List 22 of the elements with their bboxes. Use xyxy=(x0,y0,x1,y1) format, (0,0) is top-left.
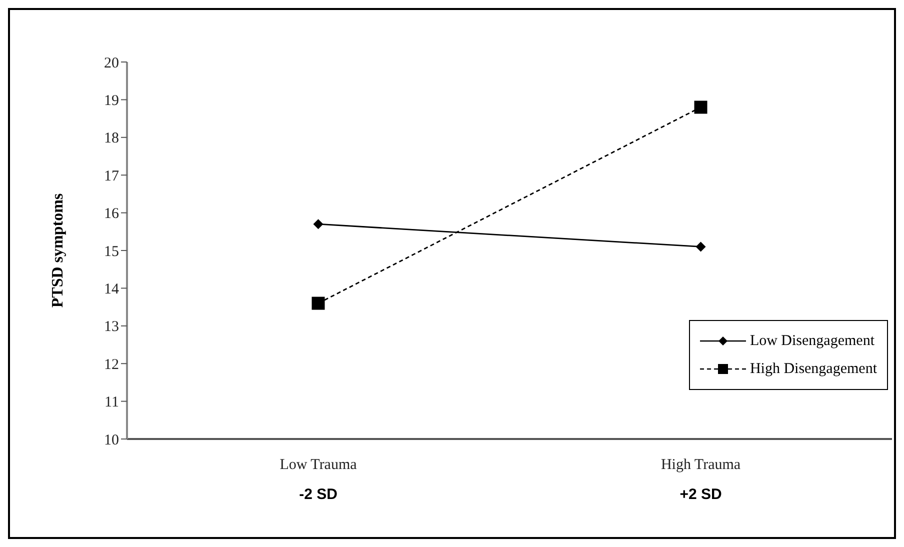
legend-label: Low Disengagement xyxy=(750,332,874,350)
legend-label: High Disengagement xyxy=(750,360,877,378)
text: -2 SD xyxy=(299,486,338,503)
x-tick-label: Low Trauma xyxy=(280,457,358,473)
y-tick-label: 14 xyxy=(104,282,120,298)
point xyxy=(694,100,708,114)
text: +2 SD xyxy=(680,486,722,503)
y-tick-label: 11 xyxy=(104,394,119,411)
y-tick-label: 18 xyxy=(104,130,119,147)
y-tick-label: 16 xyxy=(104,206,120,222)
point xyxy=(313,219,324,230)
y-tick-label: 10 xyxy=(104,432,119,448)
point xyxy=(696,242,706,252)
y-axis-title: PTSD symptoms xyxy=(50,193,67,308)
y-tick-label: 20 xyxy=(104,55,119,72)
y-tick-label: 17 xyxy=(104,168,120,184)
x-tick-label: High Trauma xyxy=(660,457,741,473)
point xyxy=(312,296,325,310)
y-tick-label: 12 xyxy=(104,356,119,373)
y-tick-label: 13 xyxy=(104,319,119,336)
y-tick-label: 19 xyxy=(104,93,119,110)
y-tick-label: 15 xyxy=(104,244,119,260)
